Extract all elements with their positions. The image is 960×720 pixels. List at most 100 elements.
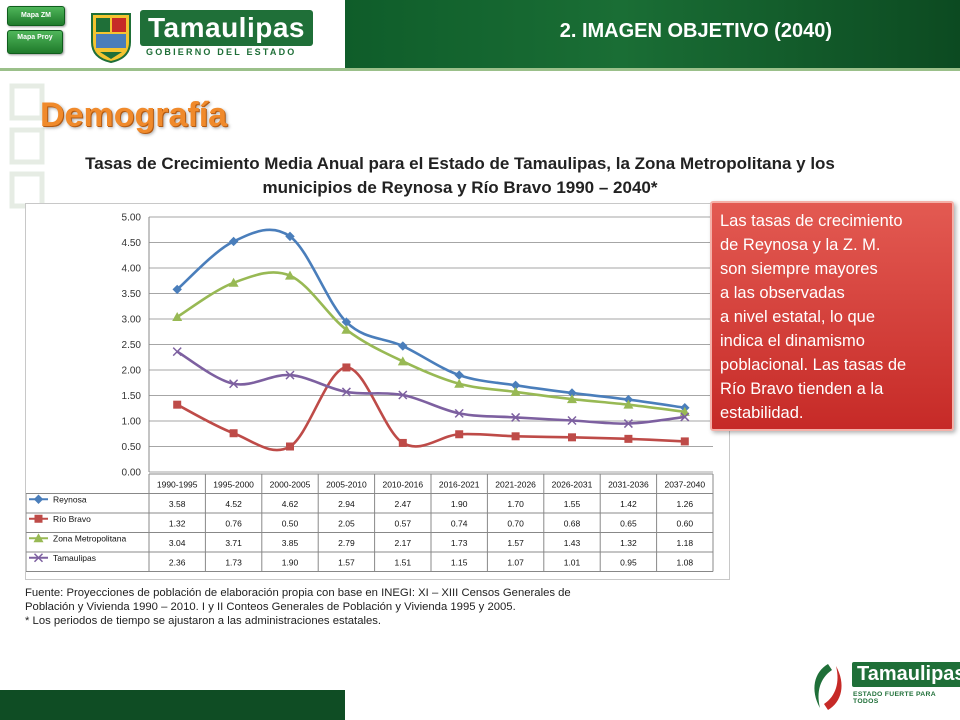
data-point [173, 400, 182, 409]
data-point [172, 347, 182, 357]
data-label: 1.32 [620, 538, 637, 548]
legend-key-marker [34, 514, 43, 523]
data-label: 2.79 [338, 538, 355, 548]
data-point [398, 438, 407, 447]
y-tick-label: 1.00 [122, 417, 142, 428]
data-point [285, 231, 295, 242]
header-divider [0, 68, 960, 71]
y-tick-label: 2.00 [122, 366, 142, 377]
category-label: 2000-2005 [270, 480, 311, 490]
logo-subtitle: GOBIERNO DEL ESTADO [146, 47, 297, 57]
data-label: 1.51 [395, 557, 412, 567]
data-point [229, 429, 238, 438]
data-label: 3.71 [225, 538, 242, 548]
note-callout: Las tasas de crecimiento de Reynosa y la… [710, 201, 954, 431]
data-point [623, 399, 634, 409]
data-label: 4.62 [282, 499, 299, 509]
data-label: 2.94 [338, 499, 355, 509]
data-point [172, 284, 182, 295]
chart-container: 5.00 4.50 4.00 3.50 3.00 2.50 2.00 1.50 1.00 0.50… [25, 203, 730, 580]
footer-emblem-icon [814, 664, 842, 710]
y-tick-label: 1.50 [122, 391, 142, 402]
data-point [286, 442, 294, 451]
data-label: 0.70 [507, 518, 524, 528]
data-label: 1.26 [677, 499, 694, 509]
y-tick-label: 0.00 [122, 468, 142, 479]
data-point [680, 437, 689, 446]
data-point [285, 370, 295, 380]
legend-label: Río Bravo [53, 514, 91, 524]
y-tick-label: 2.50 [122, 340, 142, 351]
data-label: 2.36 [169, 557, 186, 567]
data-point [398, 390, 408, 400]
data-label: 0.65 [620, 518, 637, 528]
page-title: 2. IMAGEN OBJETIVO (2040) [559, 20, 832, 42]
data-point [567, 415, 577, 426]
y-tick-label: 3.00 [122, 315, 142, 326]
map-zm-button[interactable]: Mapa ZM [7, 6, 65, 26]
data-point [623, 419, 633, 429]
y-tick-label: 4.00 [122, 264, 142, 275]
data-label: 1.55 [564, 499, 581, 509]
data-label: 0.95 [620, 557, 637, 567]
data-point [454, 408, 464, 418]
legend-key-marker [33, 494, 44, 504]
legend-key-marker [33, 533, 44, 543]
y-tick-label: 5.00 [122, 213, 142, 224]
section-title: Demografía [40, 96, 228, 134]
y-tick-label: 3.50 [122, 289, 142, 300]
map-proy-button[interactable]: Mapa Proy [7, 30, 63, 54]
data-point [397, 356, 408, 366]
data-point [680, 412, 690, 422]
data-label: 0.50 [282, 518, 299, 528]
state-seal-icon [91, 13, 131, 64]
data-label: 0.74 [451, 518, 468, 528]
data-label: 1.01 [564, 557, 581, 567]
category-label: 2031-2036 [608, 480, 649, 490]
data-label: 1.07 [507, 557, 524, 567]
data-point [568, 433, 576, 442]
data-label: 4.52 [225, 499, 242, 509]
source-note: Fuente: Proyecciones de población de ela… [25, 587, 571, 627]
category-label: 2005-2010 [326, 480, 367, 490]
footer-logo-wordmark: Tamaulipas [852, 662, 960, 687]
data-label: 2.47 [395, 499, 412, 509]
data-label: 1.42 [620, 499, 637, 509]
data-label: 1.57 [338, 557, 355, 567]
category-label: 1995-2000 [213, 480, 254, 490]
data-point [341, 324, 352, 334]
data-point [454, 370, 464, 380]
data-label: 1.73 [225, 557, 242, 567]
line-chart: 5.00 4.50 4.00 3.50 3.00 2.50 2.00 1.50 1.00 0.50… [25, 213, 714, 572]
data-label: 0.76 [225, 518, 242, 528]
data-label: 1.18 [677, 538, 694, 548]
series-line [176, 271, 685, 414]
data-label: 0.60 [677, 518, 694, 528]
data-point [454, 378, 465, 388]
data-label: 1.32 [169, 518, 186, 528]
data-label: 2.17 [395, 538, 412, 548]
legend-key-marker [33, 553, 44, 563]
data-label: 1.90 [451, 499, 468, 509]
data-point [228, 236, 239, 247]
logo-wordmark: Tamaulipas [140, 10, 313, 46]
series-line [176, 366, 685, 452]
category-label: 1990-1995 [157, 480, 198, 490]
series-line [176, 350, 685, 425]
data-point [172, 311, 183, 321]
data-label: 3.04 [169, 538, 186, 548]
series-line [176, 228, 685, 410]
data-label: 1.43 [564, 538, 581, 548]
data-point [511, 432, 520, 441]
category-label: 2021-2026 [495, 480, 536, 490]
data-point [342, 363, 351, 372]
data-label: 3.58 [169, 499, 186, 509]
y-tick-label: 4.50 [122, 238, 142, 249]
data-point [228, 277, 239, 287]
data-point [229, 379, 239, 389]
data-point [510, 386, 521, 396]
data-point [511, 412, 521, 422]
category-label: 2037-2040 [664, 480, 705, 490]
data-point [341, 387, 351, 397]
legend-label: Zona Metropolitana [53, 533, 127, 543]
